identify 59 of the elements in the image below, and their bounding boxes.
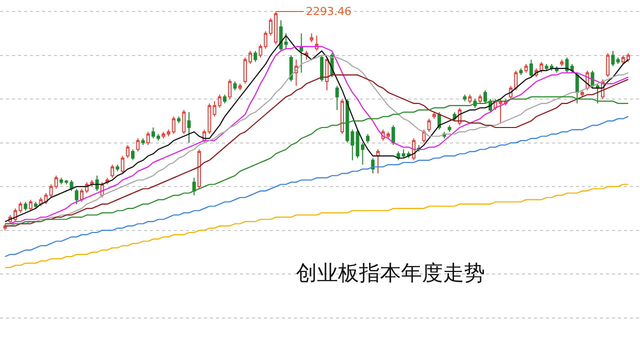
candlestick [136,138,140,152]
candlestick [310,32,314,43]
candlestick [177,116,181,124]
candlestick [314,35,318,52]
candlestick [162,131,166,139]
candlestick [427,118,431,132]
candlestick [448,124,452,132]
candlestick [432,112,436,120]
candlestick [126,144,130,159]
candlestick [70,180,74,192]
candlestick [187,112,191,144]
candlestick [289,54,293,82]
candlestick [197,148,201,190]
candlestick [24,201,28,212]
candlestick [366,134,370,144]
candlestick [182,109,186,135]
candlestick [74,188,78,205]
candlestick [222,94,226,104]
candlestick [335,85,339,110]
candlestick [463,94,467,102]
candlestick [95,175,99,192]
candlestick [376,148,380,174]
candlestick [392,124,396,146]
candlestick [519,68,523,76]
candlestick [131,148,135,161]
candlestick [580,90,584,98]
candlestick [320,54,324,82]
candlestick [279,20,283,52]
candlestick [560,59,564,67]
candlestick [478,94,482,104]
candlestick [28,199,32,212]
candlestick [300,32,304,74]
candlestick [228,78,232,100]
candlestick [254,50,258,62]
candlestick [141,138,145,146]
candlestick [233,81,237,91]
annotation: 2293.46 [306,5,352,18]
candlestick [238,83,242,91]
candlestick [371,158,375,174]
candlestick [110,164,114,178]
candlestick [422,129,426,144]
text: 创业板指本年度走势 [296,261,485,286]
candlestick [529,59,533,78]
candlestick [146,131,150,146]
candlestick [116,164,120,172]
candlestick [611,50,615,67]
candlestick [340,98,344,135]
candlestick [606,52,610,78]
candlestick [34,201,38,209]
candlestick [524,64,528,74]
candlestick [325,56,329,91]
candlestick [616,56,620,65]
candlestick [284,32,288,50]
candlestick [565,56,569,74]
candlestick [575,72,579,104]
candlestick [120,155,124,174]
candlestick [468,94,472,104]
candlestick [192,177,196,196]
candlestick [294,59,298,86]
